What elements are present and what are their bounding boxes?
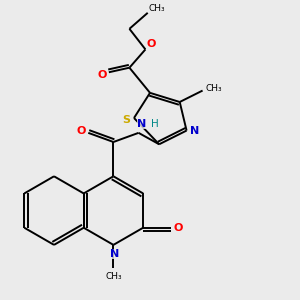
Text: O: O (174, 223, 183, 233)
Text: N: N (110, 249, 119, 259)
Text: H: H (151, 119, 158, 129)
Text: N: N (190, 126, 199, 136)
Text: CH₃: CH₃ (206, 84, 222, 93)
Text: CH₃: CH₃ (148, 4, 165, 13)
Text: O: O (146, 39, 156, 49)
Text: N: N (137, 119, 147, 129)
Text: O: O (97, 70, 107, 80)
Text: CH₃: CH₃ (105, 272, 122, 281)
Text: O: O (77, 126, 86, 136)
Text: S: S (122, 115, 130, 125)
